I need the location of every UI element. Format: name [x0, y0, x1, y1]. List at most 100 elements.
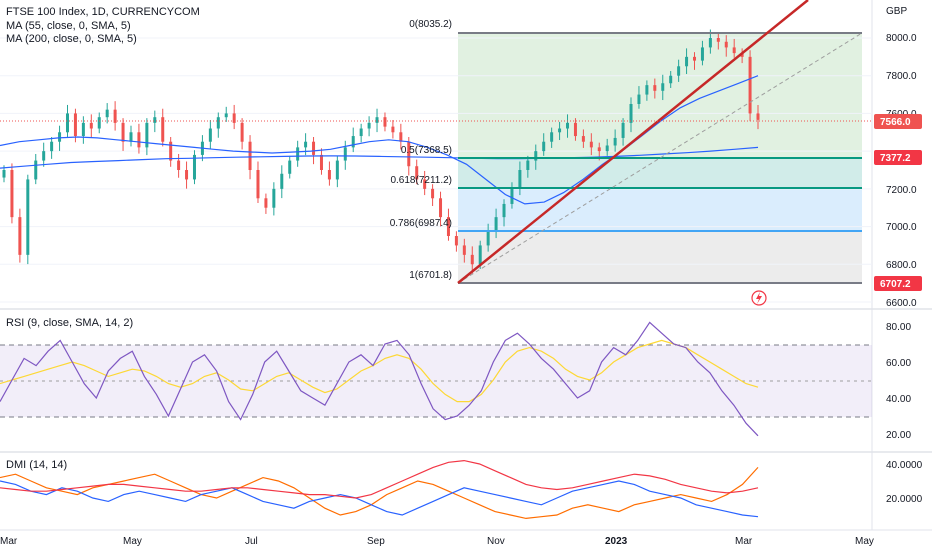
- last-price-badge-bg: [874, 114, 922, 129]
- fib-diagonal: [457, 32, 863, 284]
- time-tick: May: [123, 536, 142, 547]
- candle-body: [34, 160, 38, 180]
- candle-body: [605, 145, 609, 152]
- dmi-axis: 40.0000 20.0000: [886, 460, 923, 505]
- candle-body: [502, 203, 506, 218]
- fib-label-1: 1(6701.8): [409, 270, 452, 281]
- candle-body: [542, 141, 546, 152]
- candle-body: [637, 94, 641, 104]
- candle-body: [50, 141, 54, 152]
- candle-body: [423, 179, 427, 189]
- rsi-tick: 20.00: [886, 430, 911, 441]
- candle-body: [581, 136, 585, 142]
- candle-body: [669, 75, 673, 84]
- candle-body: [589, 141, 593, 148]
- dmi-plus-line: [0, 480, 759, 518]
- fib-label-05: 0.5(7368.5): [401, 145, 452, 156]
- price-badge-6707-bg: [874, 276, 922, 291]
- candle-body: [58, 132, 62, 142]
- candle-body: [407, 141, 411, 167]
- time-tick: Jul: [245, 536, 258, 547]
- candle-body: [129, 132, 133, 142]
- fib-label-0: 0(8035.2): [409, 19, 452, 30]
- candle-body: [26, 179, 30, 255]
- candle-body: [383, 117, 387, 127]
- fib-zone-0786-1: [458, 231, 862, 283]
- candle-body: [375, 117, 379, 123]
- candle-body: [89, 122, 93, 129]
- rsi-title: RSI (9, close, SMA, 14, 2): [6, 317, 133, 329]
- price-tick: 6600.0: [886, 298, 917, 309]
- candle-body: [756, 113, 760, 120]
- candle-body: [208, 128, 212, 142]
- trend-line[interactable]: [457, 0, 809, 284]
- dmi-tick: 40.0000: [886, 460, 923, 471]
- fibonacci-lines: [457, 32, 863, 284]
- candle-body: [391, 126, 395, 133]
- candle-body: [645, 85, 649, 95]
- candle-body: [216, 117, 220, 129]
- rsi-line: [0, 321, 759, 437]
- candle-body: [550, 132, 554, 142]
- candle-body: [566, 122, 570, 129]
- candle-body: [661, 83, 665, 91]
- chart-title: FTSE 100 Index, 1D, CURRENCYCOM: [6, 6, 200, 18]
- time-tick: Sep: [367, 536, 385, 547]
- dmi-tick: 20.0000: [886, 494, 923, 505]
- currency-label: GBP: [886, 6, 907, 17]
- candle-body: [748, 56, 752, 114]
- candle-body: [359, 128, 363, 137]
- candle-body: [145, 122, 149, 148]
- candle-body: [153, 117, 157, 123]
- time-tick: May: [855, 536, 874, 547]
- candle-body: [732, 47, 736, 54]
- price-axis: 8000.0 7800.0 7600.0 7200.0 7000.0 6800.…: [886, 33, 917, 309]
- candle-body: [264, 198, 268, 208]
- candle-body: [288, 160, 292, 174]
- candle-body: [700, 47, 704, 61]
- candle-body: [42, 151, 46, 161]
- candle-body: [613, 137, 617, 146]
- fib-label-0786: 0.786(6987.4): [390, 218, 452, 229]
- rsi-ma-line: [0, 339, 759, 403]
- candle-body: [256, 170, 260, 199]
- candle-body: [137, 132, 141, 148]
- candle-body: [558, 128, 562, 133]
- candle-body: [343, 147, 347, 161]
- candle-body: [272, 188, 276, 208]
- candle-body: [439, 198, 443, 218]
- candle-body: [724, 41, 728, 48]
- price-badge-7377: 7377.2: [880, 153, 911, 164]
- candle-body: [526, 160, 530, 170]
- candle-body: [248, 141, 252, 170]
- price-badge-6707: 6707.2: [880, 279, 911, 290]
- candle-body: [73, 113, 77, 137]
- ma200-line: [0, 146, 759, 169]
- candle-body: [169, 141, 173, 161]
- candle-body: [121, 122, 125, 142]
- candle-body: [319, 154, 323, 170]
- price-tick: 8000.0: [886, 33, 917, 44]
- candle-body: [510, 188, 514, 204]
- candle-body: [573, 122, 577, 137]
- candle-body: [454, 236, 458, 246]
- lightning-icon[interactable]: [751, 290, 767, 306]
- candle-body: [677, 66, 681, 76]
- candle-body: [105, 109, 109, 118]
- time-tick: 2023: [605, 536, 628, 547]
- candle-body: [296, 147, 300, 161]
- time-tick: Mar: [735, 536, 753, 547]
- candle-body: [685, 56, 689, 67]
- candle-body: [478, 245, 482, 265]
- time-tick: Nov: [487, 536, 505, 547]
- candle-body: [431, 188, 435, 199]
- price-candles: [2, 29, 760, 274]
- candle-body: [740, 53, 744, 57]
- time-tick: Mar: [0, 536, 18, 547]
- candle-body: [335, 160, 339, 180]
- ma200-legend: MA (200, close, 0, SMA, 5): [6, 33, 137, 45]
- price-badge-7377-bg: [874, 150, 922, 165]
- candle-body: [10, 170, 14, 218]
- rsi-tick: 80.00: [886, 322, 911, 333]
